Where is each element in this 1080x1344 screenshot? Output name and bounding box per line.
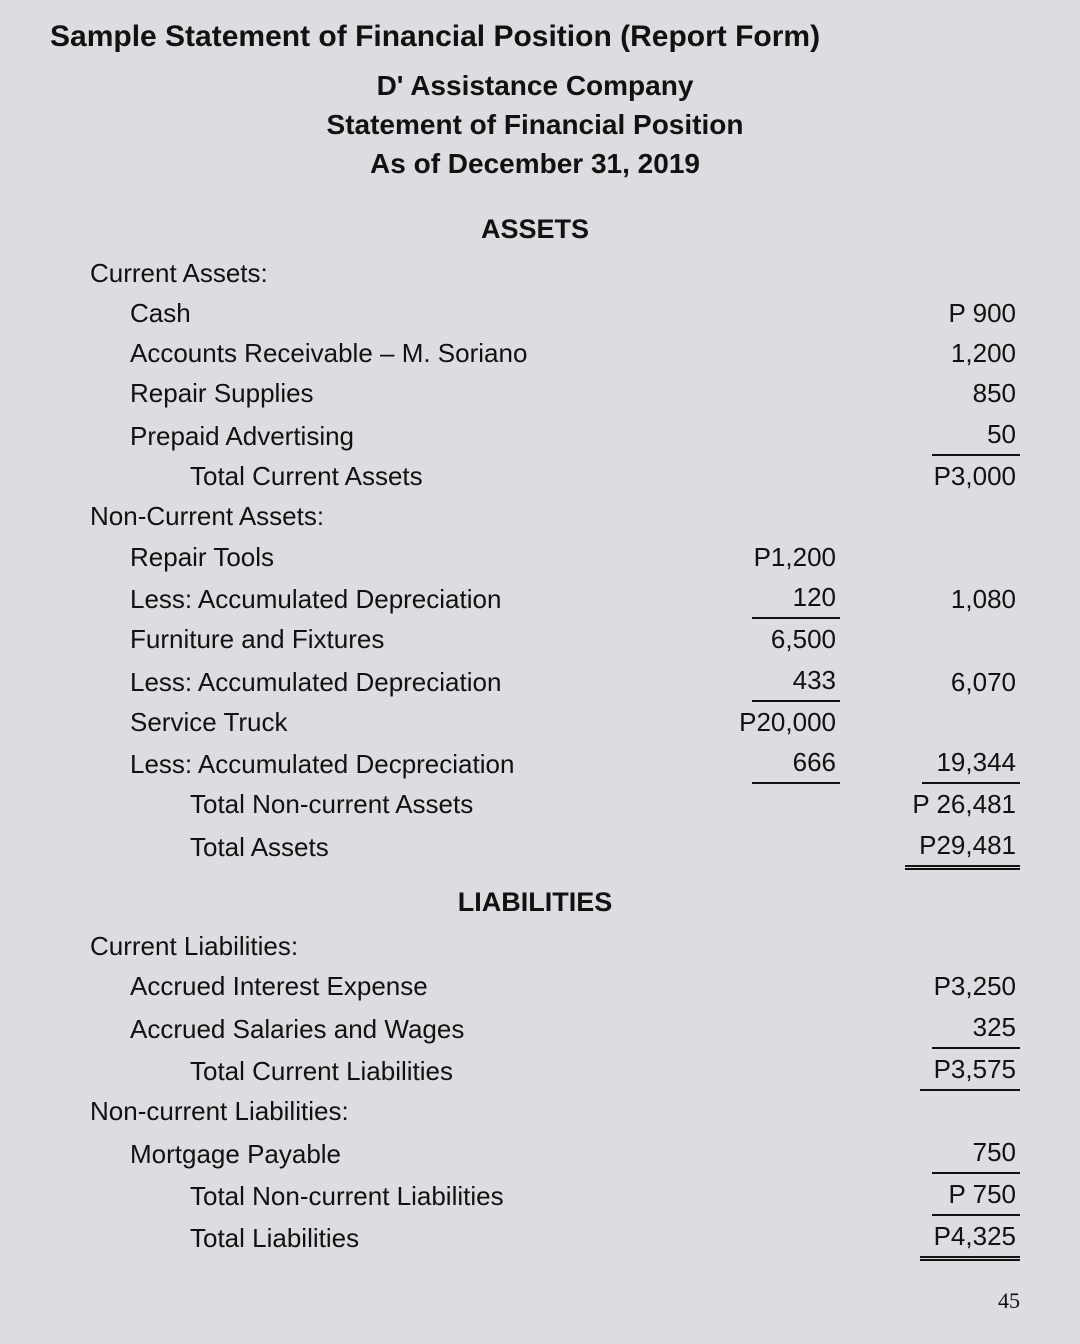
row-repair-supplies: Repair Supplies 850: [50, 373, 1020, 413]
value: P3,250: [840, 966, 1020, 1006]
label: Repair Tools: [50, 537, 660, 577]
label: Non-Current Assets:: [50, 496, 1020, 536]
row-repair-tools-dep: Less: Accumulated Depreciation 120 1,080: [50, 577, 1020, 619]
dep-value: 120: [660, 577, 840, 619]
label: Total Assets: [50, 827, 660, 867]
value: 1,200: [840, 333, 1020, 373]
label: Repair Supplies: [50, 373, 660, 413]
document-main-title: Sample Statement of Financial Position (…: [50, 20, 1020, 54]
value: P20,000: [660, 702, 840, 742]
liabilities-heading: LIABILITIES: [50, 887, 1020, 918]
assets-heading: ASSETS: [50, 214, 1020, 245]
label: Total Current Assets: [50, 456, 660, 496]
label: Furniture and Fixtures: [50, 619, 660, 659]
label: Non-current Liabilities:: [50, 1091, 1020, 1131]
label: Less: Accumulated Decpreciation: [50, 744, 660, 784]
label: Accrued Interest Expense: [50, 966, 660, 1006]
net-value: 1,080: [840, 579, 1020, 619]
company-name: D' Assistance Company: [50, 66, 1020, 105]
row-prepaid-advertising: Prepaid Advertising 50: [50, 414, 1020, 456]
label: Service Truck: [50, 702, 660, 742]
statement-header: D' Assistance Company Statement of Finan…: [50, 66, 1020, 184]
financial-statement-page: Sample Statement of Financial Position (…: [0, 0, 1080, 1298]
label: Accounts Receivable – M. Soriano: [50, 333, 660, 373]
label: Accrued Salaries and Wages: [50, 1009, 660, 1049]
value: P3,000: [840, 456, 1020, 496]
dep-value: 433: [660, 660, 840, 702]
label: Current Assets:: [50, 253, 1020, 293]
value: P29,481: [840, 825, 1020, 867]
label: Prepaid Advertising: [50, 416, 660, 456]
page-number: 45: [998, 1288, 1020, 1314]
label: Current Liabilities:: [50, 926, 1020, 966]
label: Total Non-current Assets: [50, 784, 660, 824]
value: P4,325: [840, 1216, 1020, 1258]
label: Total Non-current Liabilities: [50, 1176, 660, 1216]
dep-value: 666: [660, 742, 840, 784]
net-value: 6,070: [840, 662, 1020, 702]
value: P 900: [840, 293, 1020, 333]
label: Mortgage Payable: [50, 1134, 660, 1174]
value: 325: [840, 1007, 1020, 1049]
row-total-noncurrent-liabilities: Total Non-current Liabilities P 750: [50, 1174, 1020, 1216]
net-value: 19,344: [840, 742, 1020, 784]
value: P1,200: [660, 537, 840, 577]
row-total-noncurrent-assets: Total Non-current Assets P 26,481: [50, 784, 1020, 824]
row-accounts-receivable: Accounts Receivable – M. Soriano 1,200: [50, 333, 1020, 373]
current-assets-heading: Current Assets:: [50, 253, 1020, 293]
row-cash: Cash P 900: [50, 293, 1020, 333]
row-total-liabilities: Total Liabilities P4,325: [50, 1216, 1020, 1258]
row-accrued-interest: Accrued Interest Expense P3,250: [50, 966, 1020, 1006]
row-furniture-dep: Less: Accumulated Depreciation 433 6,070: [50, 660, 1020, 702]
label: Less: Accumulated Depreciation: [50, 662, 660, 702]
row-repair-tools: Repair Tools P1,200: [50, 537, 1020, 577]
label: Total Liabilities: [50, 1218, 660, 1258]
label: Cash: [50, 293, 660, 333]
as-of-date: As of December 31, 2019: [50, 144, 1020, 183]
value: 6,500: [660, 619, 840, 659]
value: 850: [840, 373, 1020, 413]
value: P3,575: [840, 1049, 1020, 1091]
row-total-current-liabilities: Total Current Liabilities P3,575: [50, 1049, 1020, 1091]
row-service-truck: Service Truck P20,000: [50, 702, 1020, 742]
row-accrued-salaries: Accrued Salaries and Wages 325: [50, 1007, 1020, 1049]
value: P 26,481: [840, 784, 1020, 824]
row-mortgage-payable: Mortgage Payable 750: [50, 1132, 1020, 1174]
value: 50: [840, 414, 1020, 456]
row-furniture: Furniture and Fixtures 6,500: [50, 619, 1020, 659]
label: Total Current Liabilities: [50, 1051, 660, 1091]
row-service-truck-dep: Less: Accumulated Decpreciation 666 19,3…: [50, 742, 1020, 784]
value: 750: [840, 1132, 1020, 1174]
value: P 750: [840, 1174, 1020, 1216]
row-total-current-assets: Total Current Assets P3,000: [50, 456, 1020, 496]
noncurrent-liabilities-heading: Non-current Liabilities:: [50, 1091, 1020, 1131]
current-liabilities-heading: Current Liabilities:: [50, 926, 1020, 966]
row-total-assets: Total Assets P29,481: [50, 825, 1020, 867]
label: Less: Accumulated Depreciation: [50, 579, 660, 619]
statement-title: Statement of Financial Position: [50, 105, 1020, 144]
noncurrent-assets-heading: Non-Current Assets:: [50, 496, 1020, 536]
